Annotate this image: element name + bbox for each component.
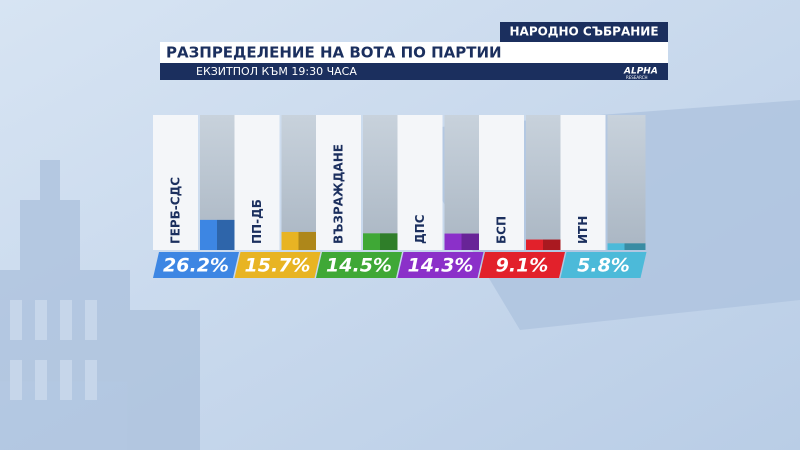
chart-title: РАЗПРЕДЕЛЕНИЕ НА ВОТА ПО ПАРТИИ: [166, 44, 502, 62]
title-box: [160, 42, 668, 63]
label-column: [234, 115, 280, 250]
bar: [200, 219, 238, 250]
badge: НАРОДНО СЪБРАНИЕ: [509, 25, 658, 39]
bar: [607, 243, 646, 250]
bar: [444, 233, 483, 250]
value-label: 14.5%: [326, 255, 392, 277]
label-column: [316, 115, 361, 250]
category-label: ДПС: [413, 214, 427, 244]
bar-column: [363, 115, 401, 250]
category-label: ИТН: [576, 216, 590, 244]
category-label: БСП: [495, 216, 509, 244]
value-label-box: [560, 252, 647, 278]
bar-column: [526, 115, 564, 250]
bar-column: [281, 115, 320, 250]
bar: [281, 231, 320, 250]
value-label: 15.7%: [245, 255, 311, 277]
label-column: [479, 115, 524, 250]
chart-subtitle: ЕКЗИТПОЛ КЪМ 19:30 ЧАСА: [196, 65, 357, 78]
bar: [363, 233, 401, 250]
label-column: [560, 115, 606, 250]
value-label: 9.1%: [496, 255, 549, 277]
label-column: [153, 115, 198, 250]
value-label-box: [234, 252, 321, 278]
logo: ALPHA: [623, 67, 658, 77]
value-label: 14.3%: [408, 255, 474, 277]
building-windows: [10, 300, 97, 400]
category-label: ПП-ДБ: [250, 199, 264, 244]
value-label-box: [397, 252, 484, 278]
logo-sub: RESEARCH: [626, 75, 648, 80]
subtitle-box: [160, 63, 668, 80]
value-label-box: [316, 252, 402, 278]
value-label-box: [153, 252, 239, 278]
badge-box: [500, 22, 668, 42]
category-label: ВЪЗРАЖДАНЕ: [332, 144, 346, 244]
label-column: [397, 115, 443, 250]
bar-column: [444, 115, 483, 250]
value-label: 26.2%: [163, 255, 229, 277]
value-label-box: [479, 252, 565, 278]
bar-column: [607, 115, 646, 250]
bar: [526, 239, 564, 250]
value-label: 5.8%: [577, 255, 630, 277]
category-label: ГЕРБ-СДС: [169, 177, 183, 244]
